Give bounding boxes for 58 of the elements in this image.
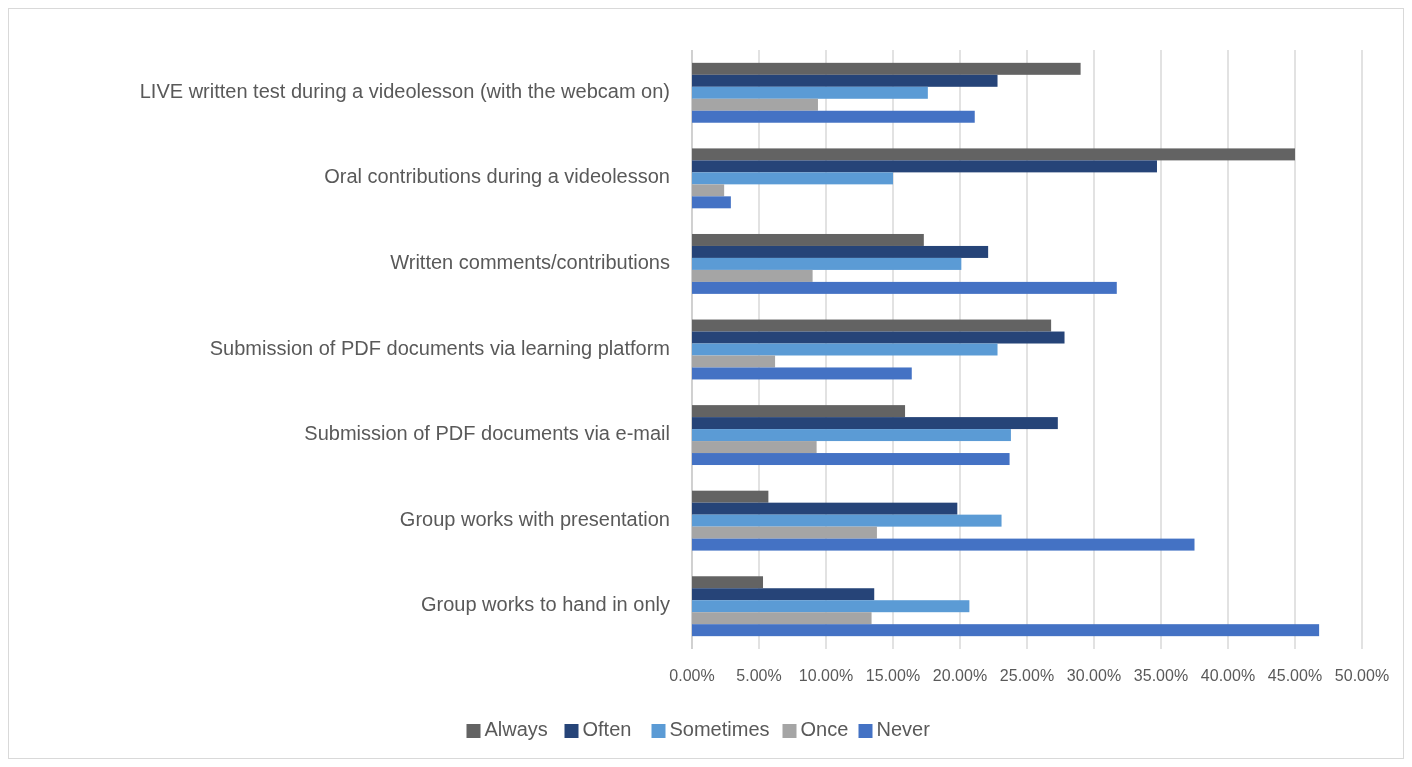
bar: [692, 196, 731, 209]
bar: [692, 160, 1157, 173]
x-tick-label: 45.00%: [1267, 667, 1323, 684]
bar: [692, 502, 958, 515]
bar: [692, 417, 1058, 430]
legend-label: Always: [484, 718, 548, 741]
bar: [692, 62, 1081, 75]
legend-label: Never: [876, 718, 931, 741]
bar: [692, 441, 817, 454]
bar: [692, 184, 725, 197]
x-tick-label: 15.00%: [865, 667, 921, 684]
bar: [692, 526, 877, 539]
y-tick-label: Group works to hand in only: [420, 593, 670, 616]
y-tick-label: Oral contributions during a videolesson: [324, 165, 670, 188]
bar: [692, 148, 1295, 161]
y-tick-label: Submission of PDF documents via learning platform: [209, 336, 670, 359]
y-tick-label: Group works with presentation: [399, 507, 670, 530]
bar: [692, 355, 776, 368]
bar: [692, 319, 1052, 332]
bar: [692, 612, 872, 625]
x-tick-label: 5.00%: [736, 667, 782, 684]
x-tick-label: 40.00%: [1200, 667, 1256, 684]
x-tick-label: 25.00%: [999, 667, 1055, 684]
bar: [692, 367, 912, 380]
bar: [692, 331, 1065, 344]
bar: [692, 233, 924, 246]
x-tick-label: 20.00%: [932, 667, 988, 684]
y-tick-label: LIVE written test during a videolesson (with the webcam on): [139, 80, 670, 103]
bar: [692, 514, 1002, 527]
legend-label: Often: [582, 718, 632, 741]
bar: [692, 538, 1195, 551]
bar: [692, 98, 818, 111]
bar: [692, 257, 962, 270]
legend-label: Sometimes: [669, 718, 770, 741]
bar: [692, 172, 893, 185]
bar: [692, 588, 875, 601]
bar: [692, 343, 998, 356]
x-tick-label: 30.00%: [1066, 667, 1122, 684]
bar: [692, 245, 989, 258]
bar: [692, 600, 970, 613]
x-tick-label: 10.00%: [798, 667, 854, 684]
legend-label: Once: [800, 718, 849, 741]
bar: [692, 429, 1011, 442]
bar: [692, 74, 998, 87]
bar: [692, 453, 1010, 466]
bar: [692, 490, 769, 503]
bar: [692, 86, 928, 99]
y-tick-label: Written comments/contributions: [390, 251, 670, 274]
bar: [692, 281, 1117, 294]
bar: [692, 405, 906, 418]
bar: [692, 269, 813, 282]
bar: [692, 110, 975, 123]
bar: [692, 624, 1320, 637]
x-tick-label: 35.00%: [1133, 667, 1189, 684]
y-tick-label: Submission of PDF documents via e-mail: [304, 422, 670, 445]
x-tick-label: 0.00%: [669, 667, 715, 684]
bar: [692, 576, 764, 589]
x-tick-label: 50.00%: [1334, 667, 1390, 684]
